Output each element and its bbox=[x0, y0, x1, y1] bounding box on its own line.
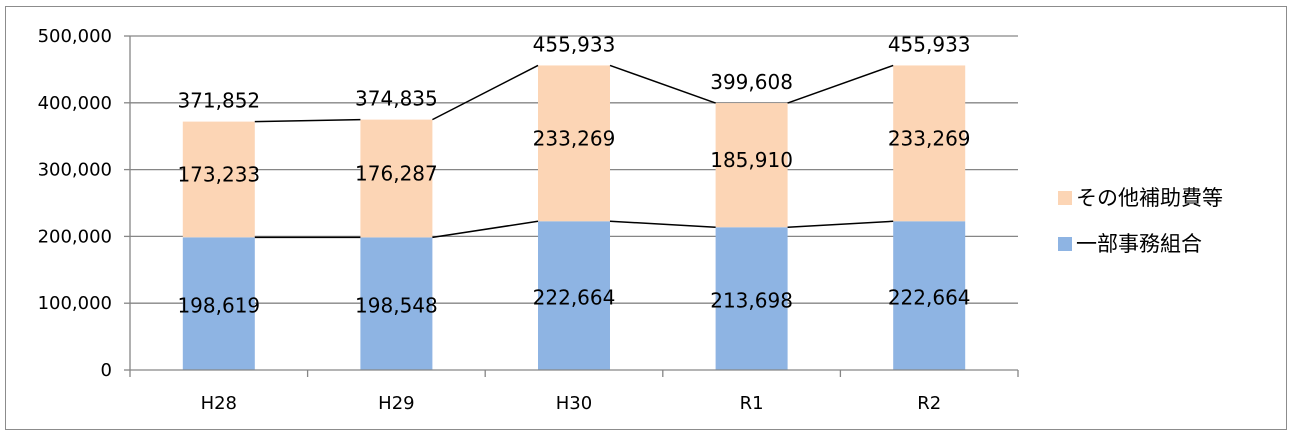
series-line-segment bbox=[432, 64, 539, 121]
total-value-label: 374,835 bbox=[355, 87, 438, 111]
segment-value-label: 233,269 bbox=[888, 126, 971, 150]
y-tick-label: 500,000 bbox=[38, 26, 112, 47]
total-value-label: 399,608 bbox=[710, 70, 793, 94]
legend-swatch bbox=[1058, 191, 1072, 205]
y-tick-label: 0 bbox=[101, 360, 112, 381]
bar-bottom-segment bbox=[893, 221, 966, 370]
bar-top-segment bbox=[893, 65, 966, 222]
x-tick-label: H29 bbox=[378, 393, 414, 414]
series-line-segment bbox=[609, 64, 716, 104]
y-tick-label: 300,000 bbox=[38, 160, 112, 181]
series-line-segment bbox=[609, 220, 716, 228]
series-line-segment bbox=[787, 64, 894, 104]
segment-value-label: 222,664 bbox=[888, 286, 971, 310]
segment-value-label: 198,619 bbox=[177, 294, 260, 318]
bar-bottom-segment bbox=[715, 227, 788, 370]
segment-value-label: 173,233 bbox=[177, 162, 260, 186]
y-tick-label: 400,000 bbox=[38, 93, 112, 114]
bar-bottom-segment bbox=[360, 237, 433, 370]
bar-top-segment bbox=[360, 119, 433, 238]
series-lines bbox=[254, 64, 894, 239]
bars bbox=[182, 65, 966, 370]
legend-label: その他補助費等 bbox=[1076, 186, 1223, 210]
x-tick-label: H30 bbox=[556, 393, 592, 414]
x-tick-label: R2 bbox=[917, 393, 941, 414]
total-value-label: 455,933 bbox=[533, 32, 616, 56]
series-line-segment bbox=[254, 118, 361, 123]
bar-top-segment bbox=[715, 103, 788, 228]
legend-label: 一部事務組合 bbox=[1076, 232, 1202, 256]
y-tick-label: 200,000 bbox=[38, 226, 112, 247]
segment-value-label: 222,664 bbox=[533, 286, 616, 310]
segment-value-label: 198,548 bbox=[355, 294, 438, 318]
bar-bottom-segment bbox=[538, 221, 610, 370]
total-value-label: 371,852 bbox=[177, 89, 260, 113]
data-labels: 198,619 198,548 222,664 213,698 222,664 173,2… bbox=[177, 32, 970, 317]
y-tick-label: 100,000 bbox=[38, 293, 112, 314]
x-tick-label: R1 bbox=[740, 393, 764, 414]
total-value-label: 455,933 bbox=[888, 32, 971, 56]
bar-top-segment bbox=[538, 65, 610, 222]
segment-value-label: 233,269 bbox=[533, 126, 616, 150]
bar-bottom-segment bbox=[182, 237, 255, 370]
segment-value-label: 213,698 bbox=[710, 289, 793, 313]
legend-swatch bbox=[1058, 237, 1072, 251]
segment-value-label: 185,910 bbox=[710, 148, 793, 172]
x-tick-label: H28 bbox=[201, 393, 237, 414]
bar-top-segment bbox=[182, 121, 255, 238]
axes: 0 100,000 200,000 300,000 400,000 500,000 H28 H… bbox=[38, 26, 1019, 414]
segment-value-label: 176,287 bbox=[355, 161, 438, 185]
series-line-segment bbox=[432, 220, 539, 239]
series-line-segment bbox=[787, 220, 894, 228]
